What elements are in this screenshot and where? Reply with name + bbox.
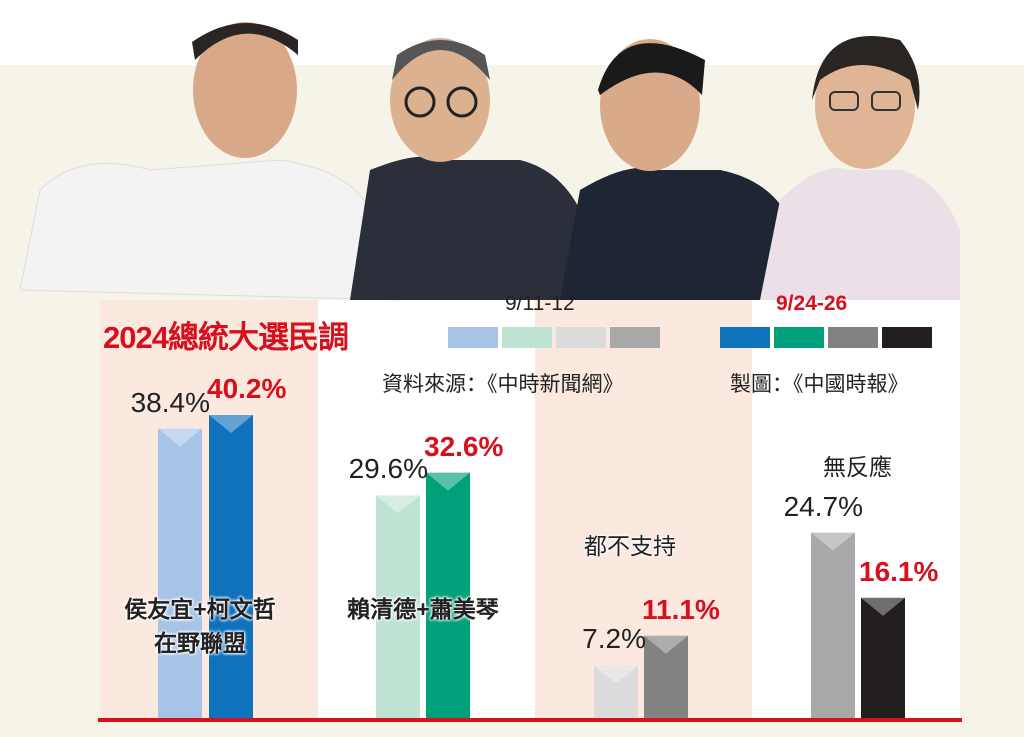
bar-notch <box>158 428 202 447</box>
category-label-line: 賴清德+蕭美琴 <box>347 596 499 622</box>
candidate-photos <box>20 22 960 301</box>
legend-swatch <box>882 327 932 348</box>
value-label: 40.2% <box>207 373 287 404</box>
column-panel <box>535 300 752 720</box>
category-label-line: 侯友宜+柯文哲 <box>124 596 276 622</box>
value-label: 32.6% <box>424 430 504 462</box>
bar <box>644 635 688 720</box>
category-label: 都不支持 <box>545 527 715 561</box>
bar-notch <box>861 597 905 616</box>
bar <box>594 665 638 720</box>
legend-title-new: 9/24-26 <box>776 292 848 315</box>
bar-notch <box>811 532 855 551</box>
value-label: 24.7% <box>783 490 863 522</box>
bar <box>158 428 202 720</box>
value-label: 16.1% <box>859 555 939 587</box>
source-text: 資料來源：《中時新聞網》 <box>382 373 624 396</box>
legend-swatch <box>448 327 498 348</box>
value-label: 11.1% <box>642 593 720 625</box>
bar-notch <box>426 472 470 491</box>
bar <box>811 532 855 720</box>
column-panel <box>752 300 960 720</box>
bar <box>209 415 253 720</box>
legend-title-old: 9/11-12 <box>505 292 575 315</box>
candidate-photo <box>20 22 401 301</box>
category-label: 無反應 <box>770 448 945 482</box>
bar <box>861 597 905 720</box>
legend-swatch <box>502 327 552 348</box>
bar-notch <box>376 495 420 514</box>
x-axis-baseline <box>98 718 962 722</box>
legend-swatch <box>610 327 660 348</box>
candidate-photo <box>350 38 590 300</box>
bar <box>426 472 470 720</box>
credit-text: 製圖：《中國時報》 <box>730 373 909 396</box>
legend-swatch <box>556 327 606 348</box>
value-label: 29.6% <box>348 453 428 485</box>
bar-notch <box>594 665 638 684</box>
legend-swatch <box>774 327 824 348</box>
legend-swatch <box>828 327 878 348</box>
category-label-line: 無反應 <box>823 454 892 480</box>
value-label: 38.4% <box>130 386 210 418</box>
candidate-photo <box>560 39 800 300</box>
value-label: 7.2% <box>582 623 646 655</box>
candidate-photo <box>760 36 960 300</box>
bar-notch <box>644 635 688 654</box>
category-label: 賴清德+蕭美琴 <box>318 590 528 624</box>
category-label-line: 都不支持 <box>584 533 676 559</box>
legend-swatch <box>720 327 770 348</box>
bar <box>376 495 420 720</box>
category-label-line: 在野聯盟 <box>154 630 246 656</box>
category-label: 侯友宜+柯文哲 在野聯盟 <box>100 590 300 658</box>
bar-notch <box>209 415 253 433</box>
chart-title: 2024總統大選民調 <box>103 320 349 355</box>
